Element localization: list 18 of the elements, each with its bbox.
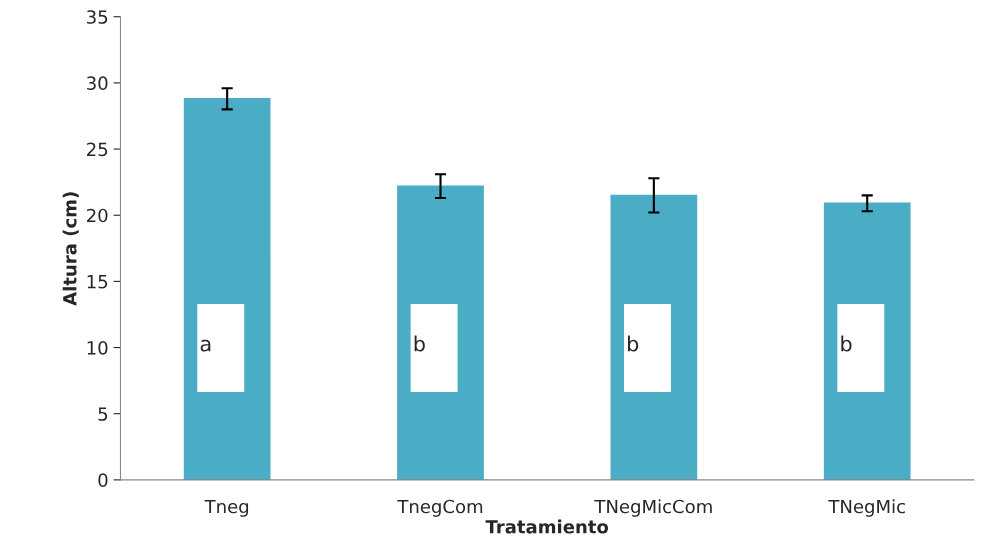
y-tick-label: 30	[87, 76, 108, 91]
y-tick-label: 25	[87, 142, 108, 157]
x-tick-label: Tneg	[204, 499, 249, 517]
y-tick-label: 5	[98, 407, 108, 421]
annotation: b	[841, 335, 852, 352]
y-axis-title: Altura (cm)	[62, 192, 79, 306]
x-axis-title: Tratamiento	[485, 519, 609, 534]
annotation: b	[628, 335, 639, 352]
y-tick-label: 35	[87, 10, 108, 24]
x-tick-label: TnegCom	[397, 499, 483, 517]
y-tick-label: 0	[98, 473, 108, 487]
y-tick-label: 15	[87, 275, 108, 289]
annotation: b	[414, 335, 425, 352]
y-tick-label: 20	[87, 208, 108, 223]
x-tick-label: TNegMic	[828, 499, 905, 517]
y-tick-label: 10	[87, 341, 108, 355]
annotation: a	[200, 339, 211, 352]
x-tick-label: TNegMicCom	[594, 499, 712, 517]
